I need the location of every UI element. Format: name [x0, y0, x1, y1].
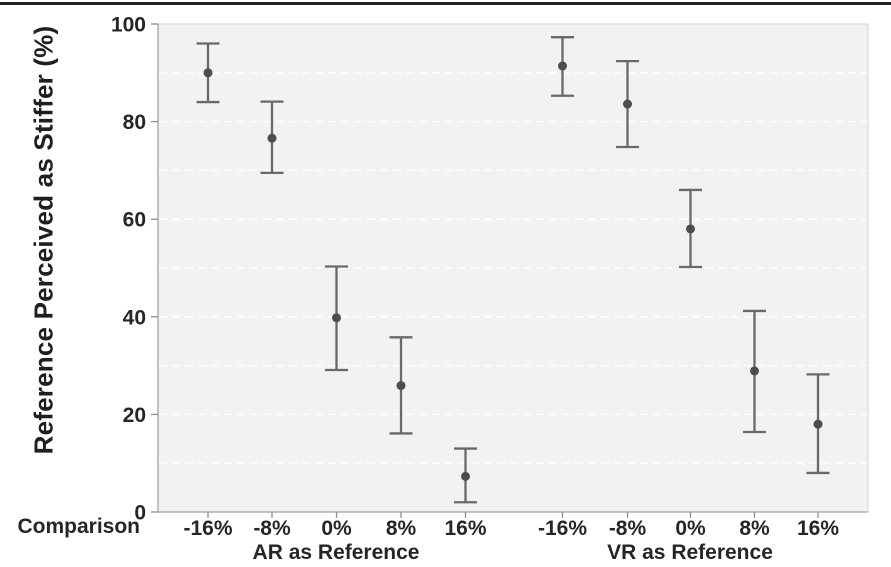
data-point-1-1 — [623, 99, 632, 109]
x-tick-label-0-0: -16% — [183, 517, 232, 540]
data-point-1-2 — [686, 224, 695, 234]
data-point-1-4 — [813, 419, 823, 429]
data-point-1-3 — [750, 366, 759, 376]
x-tick-label-0-3: 8% — [386, 517, 417, 540]
y-tick-label-20: 20 — [123, 404, 146, 427]
x-axis-name: Comparison — [17, 515, 140, 538]
data-point-1-0 — [558, 61, 567, 71]
y-tick-label-0: 0 — [134, 502, 146, 525]
group-label-ar: AR as Reference — [252, 541, 420, 564]
y-tick-label-60: 60 — [123, 209, 146, 232]
x-tick-label-1-0: -16% — [538, 517, 587, 540]
x-tick-label-0-4: 16% — [444, 517, 486, 540]
group-label-vr: VR as Reference — [607, 541, 773, 564]
x-tick-label-1-2: 0% — [675, 517, 706, 540]
y-tick-label-40: 40 — [123, 306, 146, 329]
x-tick-label-1-4: 16% — [797, 517, 839, 540]
y-tick-label-80: 80 — [123, 111, 146, 134]
x-tick-label-0-1: -8% — [253, 517, 291, 540]
data-point-0-3 — [396, 381, 406, 391]
data-point-0-0 — [203, 68, 213, 78]
x-tick-label-0-2: 0% — [321, 517, 352, 540]
x-tick-label-1-3: 8% — [739, 517, 770, 540]
data-point-0-2 — [332, 313, 341, 323]
data-point-0-4 — [461, 471, 470, 481]
data-point-0-1 — [267, 133, 277, 143]
figure-top-rule — [0, 2, 891, 5]
x-tick-label-1-1: -8% — [609, 517, 647, 540]
y-tick-label-100: 100 — [111, 14, 146, 37]
